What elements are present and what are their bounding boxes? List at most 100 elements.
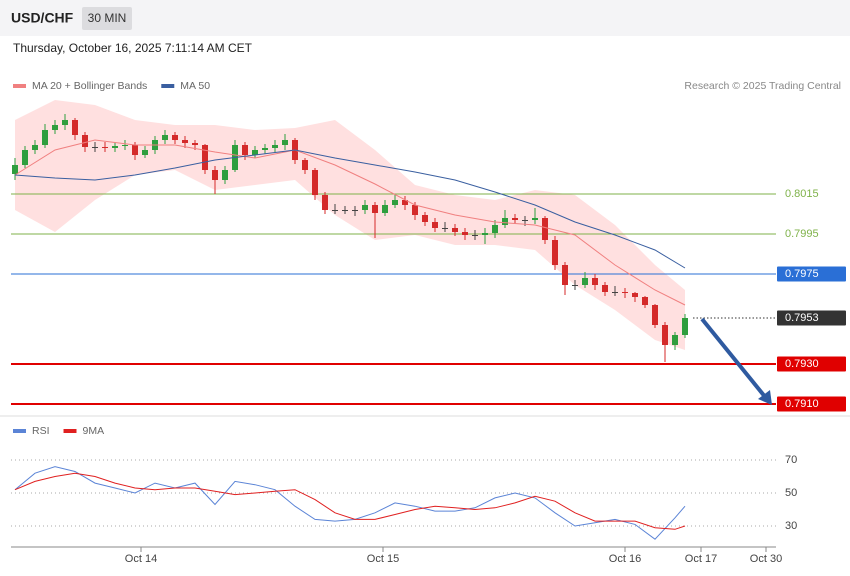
candle-body — [92, 147, 98, 148]
candle-body — [332, 210, 338, 211]
rsi-line — [14, 466, 686, 540]
candle-body — [492, 225, 498, 233]
candle-body — [82, 135, 88, 147]
candle-body — [282, 140, 288, 145]
header-bar — [0, 0, 850, 36]
candle-body — [192, 143, 198, 145]
candle-body — [502, 218, 508, 225]
candle-body — [122, 145, 128, 146]
x-tick-label: Oct 30 — [750, 553, 782, 565]
candle-body — [322, 195, 328, 210]
x-tick-label: Oct 15 — [367, 553, 399, 565]
candle-body — [182, 140, 188, 143]
candle-body — [622, 292, 628, 293]
candle-body — [402, 200, 408, 205]
candle-body — [412, 205, 418, 215]
candle-body — [262, 148, 268, 150]
level-label: 0.7910 — [785, 398, 819, 410]
x-tick-label: Oct 16 — [609, 553, 641, 565]
candle-body — [432, 222, 438, 228]
legend-label: MA 50 — [180, 80, 210, 92]
candle-body — [642, 297, 648, 305]
symbol: USD/CHF — [11, 10, 74, 26]
level-label: 0.7975 — [785, 268, 819, 280]
candle-body — [112, 146, 118, 148]
indicator-line — [14, 139, 686, 306]
candle-body — [372, 205, 378, 213]
candle-body — [632, 293, 638, 297]
candle-body — [222, 170, 228, 180]
candle-body — [462, 232, 468, 235]
indicator-line — [14, 149, 686, 269]
candle-body — [132, 145, 138, 155]
projection-arrowhead — [758, 390, 772, 405]
candle-body — [452, 228, 458, 232]
candle-body — [142, 150, 148, 155]
plot-layer: MA 20 + Bollinger Bands MA 50 0.8015 0.7995… — [11, 80, 846, 565]
legend-label: 9MA — [83, 425, 105, 437]
legend-label: RSI — [32, 425, 50, 437]
candle-body — [612, 292, 618, 293]
candle-body — [422, 215, 428, 222]
source: Research © 2025 Trading Central — [684, 80, 841, 92]
y-tick-label: 70 — [785, 454, 797, 466]
candle-body — [572, 285, 578, 286]
candle-body — [532, 218, 538, 220]
x-tick-label: Oct 17 — [685, 553, 717, 565]
candle-body — [652, 305, 658, 325]
candle-body — [522, 220, 528, 221]
level-label-box — [777, 310, 846, 326]
candle-body — [482, 233, 488, 235]
candle-body — [52, 125, 58, 130]
x-tick-label: Oct 14 — [125, 553, 157, 565]
candle-body — [212, 170, 218, 180]
candle-body — [62, 120, 68, 125]
rsi-line — [14, 472, 686, 530]
candle-body — [562, 265, 568, 285]
level-label: 0.7953 — [785, 312, 819, 324]
candle-body — [102, 147, 108, 148]
candle-body — [602, 285, 608, 292]
candle-body — [42, 130, 48, 145]
candle-body — [552, 240, 558, 265]
candle-body — [512, 218, 518, 220]
y-tick-label: 30 — [785, 520, 797, 532]
level-label: 0.7930 — [785, 358, 819, 370]
interval[interactable]: 30 MIN — [88, 11, 127, 25]
interval-badge[interactable] — [82, 7, 132, 30]
projection-arrow — [700, 317, 768, 400]
candle-body — [342, 210, 348, 211]
candle-body — [542, 218, 548, 240]
candle-body — [302, 160, 308, 170]
candle-body — [442, 228, 448, 229]
candle-body — [312, 170, 318, 195]
level-label-box — [777, 356, 846, 372]
candle-body — [352, 210, 358, 211]
candle-body — [472, 235, 478, 236]
candle-body — [662, 325, 668, 345]
level-label-box — [777, 396, 846, 412]
y-tick-label: 50 — [785, 487, 797, 499]
level-label-box — [777, 266, 846, 282]
timestamp: Thursday, October 16, 2025 7:11:14 AM CE… — [13, 41, 253, 55]
candle-body — [362, 205, 368, 210]
candle-body — [172, 135, 178, 140]
legend-label: MA 20 + Bollinger Bands — [32, 80, 147, 92]
candle-body — [32, 145, 38, 150]
candle-body — [672, 335, 678, 345]
bollinger-band — [15, 100, 685, 350]
candle-body — [272, 145, 278, 148]
candle-body — [72, 120, 78, 135]
candle-body — [682, 318, 688, 335]
candle-body — [392, 200, 398, 205]
candle-body — [12, 165, 18, 174]
level-label: 0.7995 — [785, 228, 819, 240]
candle-body — [162, 135, 168, 140]
candle-body — [592, 278, 598, 285]
candle-body — [582, 278, 588, 285]
candle-body — [202, 145, 208, 170]
level-label: 0.8015 — [785, 188, 819, 200]
candle-body — [252, 150, 258, 155]
candle-body — [382, 205, 388, 213]
